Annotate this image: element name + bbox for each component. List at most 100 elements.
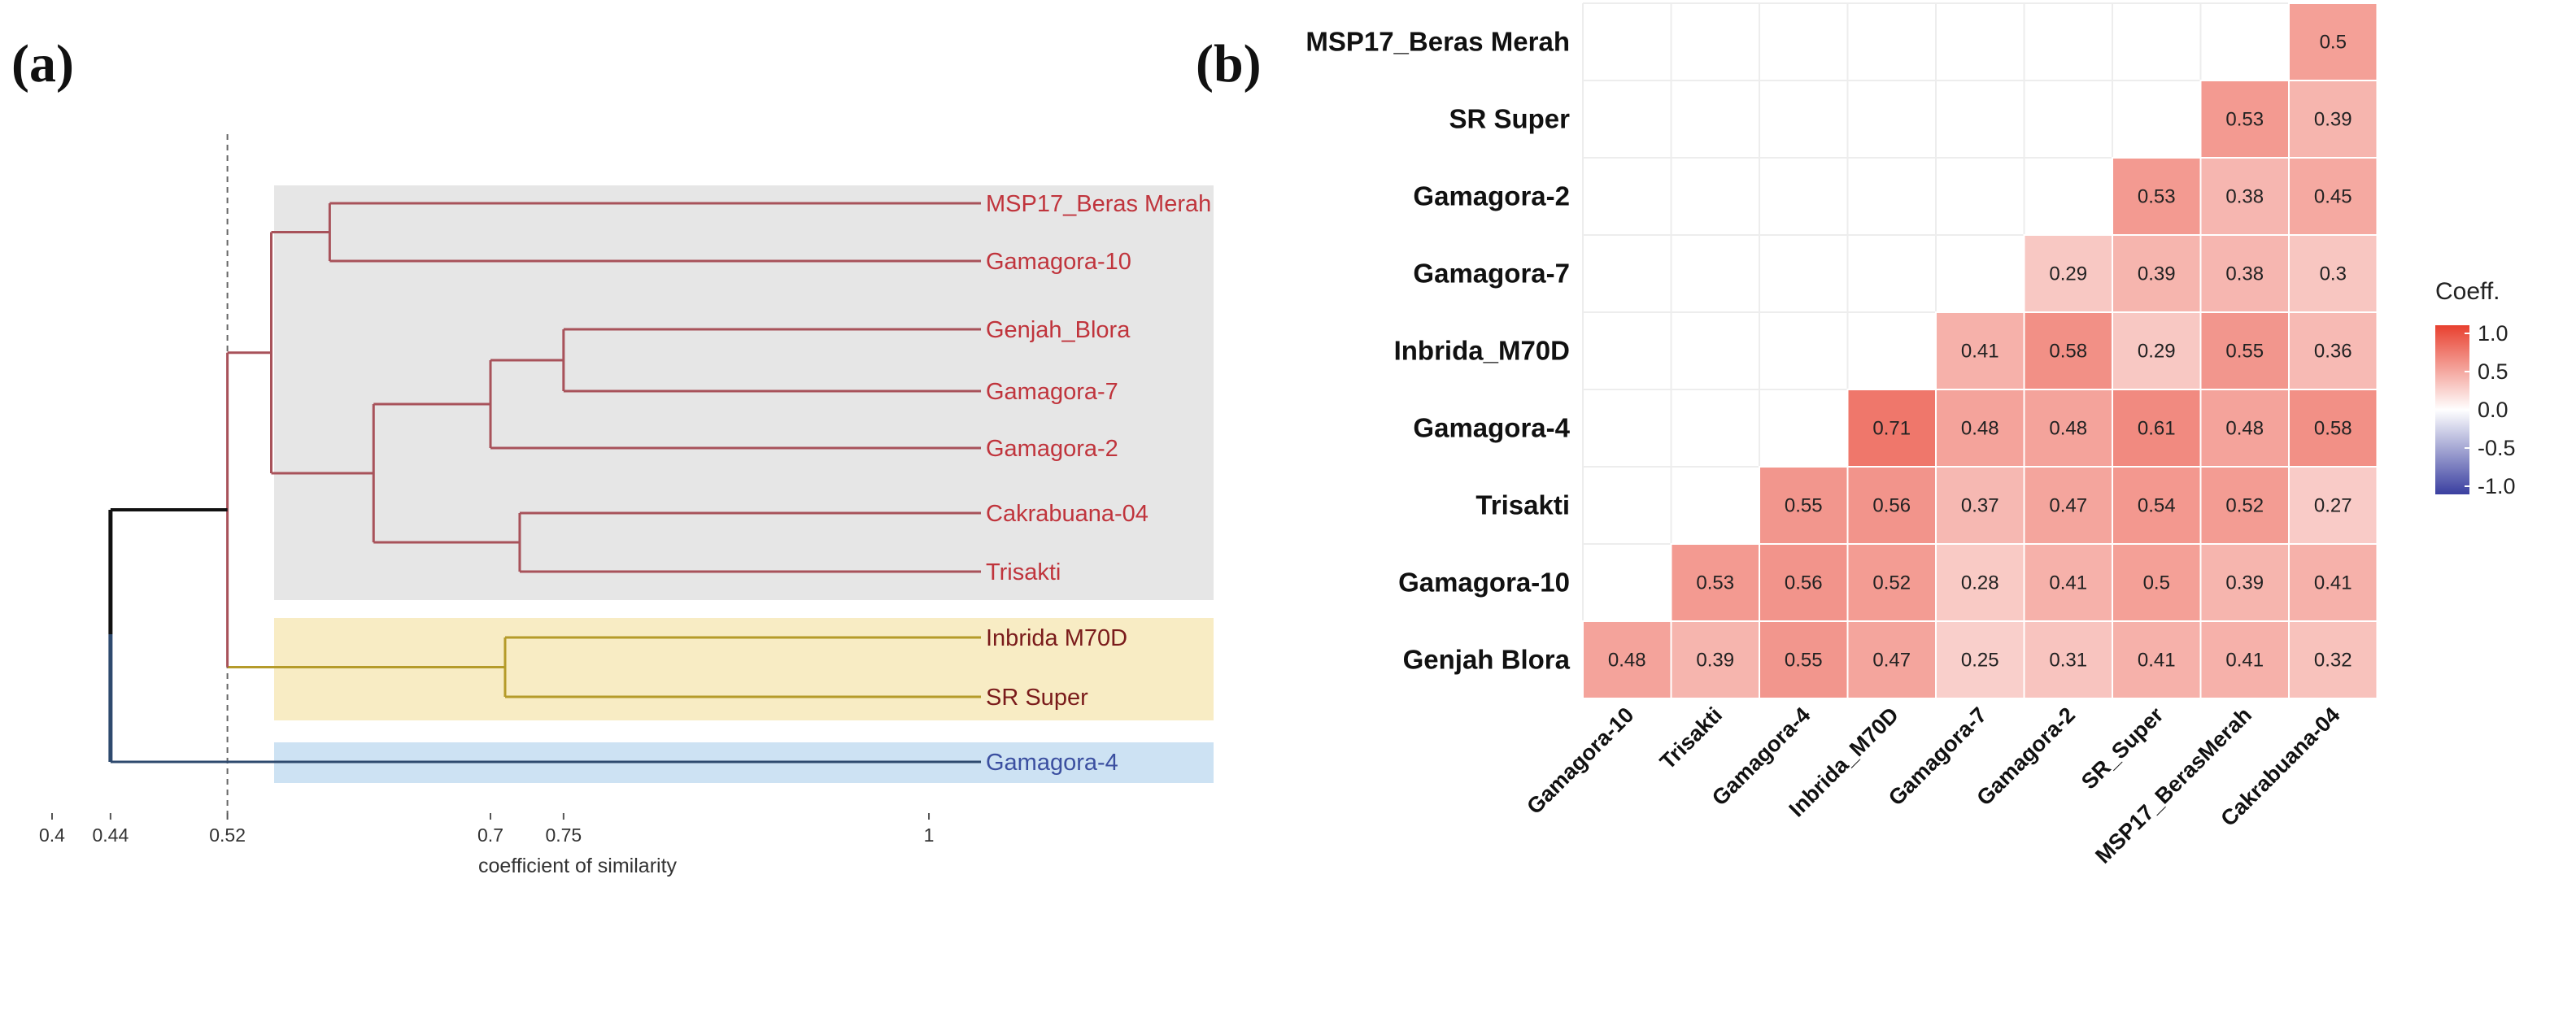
cell-value-label: 0.56 [1872, 495, 1911, 517]
cell-value-label: 0.52 [1872, 572, 1911, 594]
cell-value-label: 0.39 [2225, 572, 2264, 594]
column-label: Gamagora-10 [1522, 703, 1638, 819]
heatmap-cell [2199, 80, 2290, 159]
leaf-label: Gamagora-7 [986, 379, 1118, 405]
row-label: Gamagora-10 [1398, 568, 1570, 598]
cell-value-label: 0.53 [2225, 109, 2264, 131]
heatmap-cell [1935, 389, 2025, 468]
column-label: Trisakti [1655, 703, 1727, 774]
cell-value-label: 0.53 [1696, 572, 1734, 594]
cell-value-label: 0.36 [2314, 341, 2352, 363]
cell-value-label: 0.41 [2314, 572, 2352, 594]
legend-tick-label: -1.0 [2478, 474, 2516, 498]
legend-title: Coeff. [2435, 278, 2500, 305]
cell-value-label: 0.48 [2049, 418, 2087, 440]
column-label: MSP17_BerasMerah [2090, 703, 2256, 868]
heatmap-panel: 0.5 0.53 0.39 0.53 0.38 0.45 0.29 0.39 0.38 0.3 0.… [1305, 2, 2378, 868]
cell-value-label: 0.55 [2225, 341, 2264, 363]
heatmap-cell [2199, 620, 2290, 699]
heatmap-cell [2023, 543, 2113, 622]
cell-value-label: 0.58 [2049, 341, 2087, 363]
cell-value-label: 0.41 [1961, 341, 1999, 363]
legend-colorbar [2435, 325, 2469, 494]
leaf-label: MSP17_Beras Merah [986, 191, 1211, 217]
heatmap-cell [2288, 80, 2378, 159]
cell-value-label: 0.53 [2138, 186, 2176, 208]
heatmap-cell [1759, 620, 1849, 699]
legend-tick-label: 0.5 [2478, 359, 2508, 384]
row-label: Gamagora-4 [1413, 413, 1570, 443]
cell-value-label: 0.37 [1961, 495, 1999, 517]
heatmap-cell [1935, 543, 2025, 622]
heatmap-cell [1670, 543, 1760, 622]
cell-value-label: 0.56 [1785, 572, 1823, 594]
cell-value-label: 0.38 [2225, 263, 2264, 285]
cell-value-label: 0.47 [1872, 650, 1911, 672]
panel-label-b: (b) [1196, 34, 1262, 94]
heatmap-cell [1846, 620, 1937, 699]
column-label: SR_Super [2077, 703, 2168, 794]
legend-tick-label: -0.5 [2478, 436, 2516, 460]
cell-value-label: 0.58 [2314, 418, 2352, 440]
panel-label-a: (a) [11, 34, 74, 94]
cell-value-label: 0.39 [2138, 263, 2176, 285]
heatmap-cell [2288, 234, 2378, 313]
heatmap-cell [1935, 311, 2025, 390]
heatmap-cell [2023, 234, 2113, 313]
x-tick-label: 0.52 [209, 824, 246, 846]
heatmap-cell [1759, 543, 1849, 622]
cell-value-label: 0.52 [2225, 495, 2264, 517]
row-label: SR Super [1449, 104, 1570, 134]
cell-value-label: 0.48 [2225, 418, 2264, 440]
leaf-label: Inbrida M70D [986, 625, 1127, 651]
cell-value-label: 0.25 [1961, 650, 1999, 672]
heatmap-cell [2112, 234, 2202, 313]
cell-value-label: 0.39 [2314, 109, 2352, 131]
dendrogram-panel: MSP17_Beras Merah Gamagora-10 Genjah_Blora… [39, 134, 1214, 877]
row-label: Gamagora-2 [1413, 181, 1570, 211]
leaf-label: Cakrabuana-04 [986, 501, 1149, 527]
leaf-label: Gamagora-2 [986, 436, 1118, 462]
heatmap-cell [2288, 2, 2378, 81]
heatmap-cell [2199, 466, 2290, 545]
x-tick-label: 1 [924, 824, 935, 846]
heatmap-cell [1935, 466, 2025, 545]
cell-value-label: 0.32 [2314, 650, 2352, 672]
heatmap-cell [2199, 234, 2290, 313]
heatmap-legend: Coeff. 1.0 0.5 0.0 -0.5 -1.0 [2435, 278, 2516, 498]
row-label: Gamagora-7 [1413, 259, 1570, 289]
cell-value-label: 0.5 [2320, 32, 2347, 54]
row-label: Genjah Blora [1403, 645, 1571, 675]
heatmap-cell [2288, 620, 2378, 699]
cell-value-label: 0.48 [1608, 650, 1646, 672]
cell-value-label: 0.45 [2314, 186, 2352, 208]
heatmap-cell [2288, 543, 2378, 622]
cell-value-label: 0.54 [2138, 495, 2176, 517]
cell-value-label: 0.41 [2049, 572, 2087, 594]
heatmap-cell [2288, 311, 2378, 390]
cell-value-label: 0.5 [2143, 572, 2170, 594]
x-tick-label: 0.44 [92, 824, 129, 846]
cell-value-label: 0.47 [2049, 495, 2087, 517]
leaf-label: Gamagora-4 [986, 750, 1118, 776]
row-label: Trisakti [1475, 490, 1570, 520]
x-tick-label: 0.7 [477, 824, 503, 846]
cell-value-label: 0.29 [2049, 263, 2087, 285]
cell-value-label: 0.41 [2138, 650, 2176, 672]
leaf-label: SR Super [986, 685, 1088, 711]
legend-tick-label: 1.0 [2478, 321, 2508, 346]
cell-value-label: 0.27 [2314, 495, 2352, 517]
cell-value-label: 0.28 [1961, 572, 1999, 594]
heatmap-cell [2023, 311, 2113, 390]
cell-value-label: 0.38 [2225, 186, 2264, 208]
x-tick-label: 0.75 [545, 824, 582, 846]
heatmap-cell [2023, 620, 2113, 699]
cell-value-label: 0.55 [1785, 495, 1823, 517]
cell-value-label: 0.41 [2225, 650, 2264, 672]
leaf-label: Trisakti [986, 559, 1061, 585]
cluster-box-grey [274, 185, 1214, 600]
row-label: MSP17_Beras Merah [1305, 27, 1570, 57]
heatmap-cell [2112, 620, 2202, 699]
leaf-label: Gamagora-10 [986, 249, 1131, 275]
heatmap-cell [1846, 543, 1937, 622]
